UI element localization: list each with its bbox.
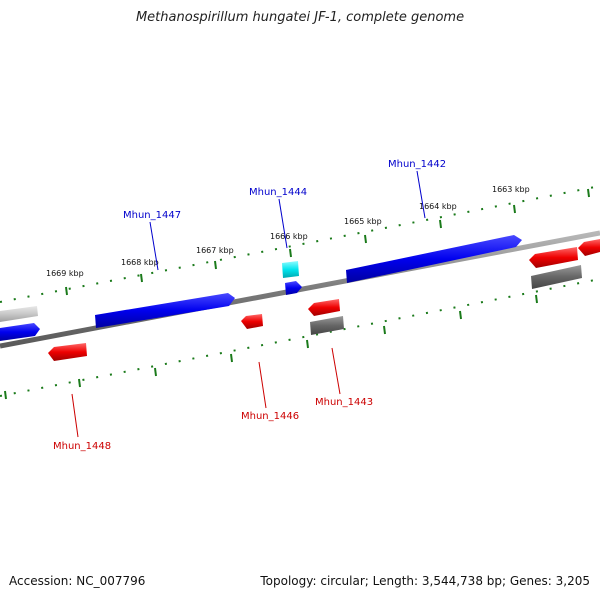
label-mhun-1446: Mhun_1446	[241, 411, 299, 422]
chromosome-backbone	[0, 230, 600, 349]
label-mhun-1448: Mhun_1448	[53, 441, 111, 452]
label-mhun-1447: Mhun_1447	[123, 210, 181, 221]
gene-red-right-2[interactable]	[578, 239, 600, 256]
gene-pseudo-gray-right[interactable]	[531, 265, 582, 289]
gene-mhun-1446[interactable]	[241, 314, 263, 329]
ruler-labels: 1669 kbp 1668 kbp 1667 kbp 1666 kbp 1665…	[46, 185, 530, 278]
ruler-label-1667: 1667 kbp	[196, 246, 234, 255]
gene-mhun-1448[interactable]	[48, 343, 87, 361]
ruler-label-1663: 1663 kbp	[492, 185, 530, 194]
ruler-label-1669: 1669 kbp	[46, 269, 84, 278]
gene-mhun-1447[interactable]	[95, 293, 235, 328]
ruler-outer-dots	[0, 185, 600, 303]
accession-text: Accession: NC_007796	[9, 574, 146, 588]
gene-mhun-1442[interactable]	[346, 235, 522, 283]
ruler-inner-dots	[0, 278, 600, 397]
ruler-outer-ticks	[65, 188, 590, 296]
ruler-label-1666: 1666 kbp	[270, 232, 308, 241]
gene-mhun-1443[interactable]	[308, 299, 340, 316]
ruler-label-1668: 1668 kbp	[121, 258, 159, 267]
gene-blue-left-edge[interactable]	[0, 323, 40, 341]
label-leaders	[71, 170, 426, 438]
ruler-label-1664: 1664 kbp	[419, 202, 457, 211]
gene-rna-cyan[interactable]	[282, 261, 299, 278]
ruler-inner-ticks	[4, 294, 538, 400]
label-mhun-1444: Mhun_1444	[249, 187, 307, 198]
ruler-label-1665: 1665 kbp	[344, 217, 382, 226]
genome-summary-text: Topology: circular; Length: 3,544,738 bp…	[260, 574, 590, 588]
gene-light-gray-edge[interactable]	[0, 306, 38, 322]
gene-pseudo-gray-mid[interactable]	[310, 316, 344, 335]
gene-mhun-1444[interactable]	[285, 281, 302, 295]
label-mhun-1443: Mhun_1443	[315, 397, 373, 408]
label-mhun-1442: Mhun_1442	[388, 159, 446, 170]
genome-title: Methanospirillum hungatei JF-1, complete…	[135, 10, 465, 25]
gene-red-right-1[interactable]	[529, 247, 578, 268]
